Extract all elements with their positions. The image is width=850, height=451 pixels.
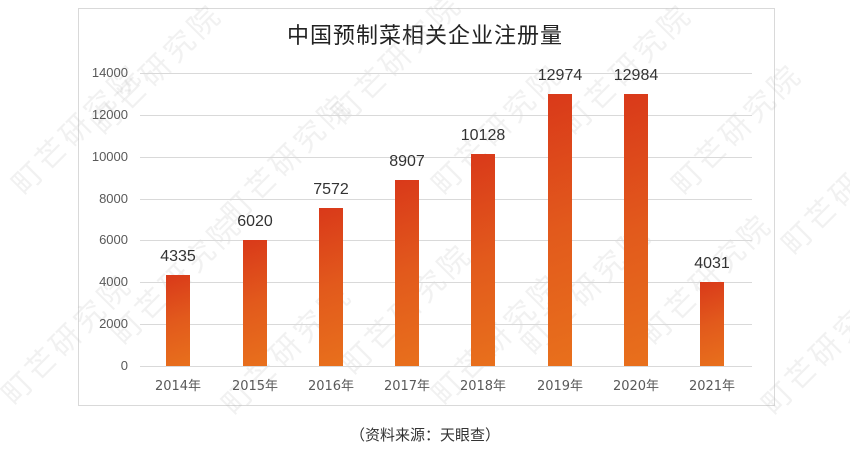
x-tick-label: 2017年 bbox=[383, 379, 431, 394]
data-label: 6020 bbox=[237, 213, 273, 230]
chart-frame bbox=[78, 8, 775, 406]
data-label: 10128 bbox=[460, 127, 506, 145]
x-tick-label: 2014年 bbox=[154, 379, 202, 394]
y-tick-label: 8000 bbox=[99, 190, 128, 206]
bar bbox=[243, 240, 267, 366]
x-tick-label: 2019年 bbox=[536, 379, 584, 394]
bar bbox=[395, 179, 419, 366]
gridline bbox=[140, 282, 752, 284]
data-label: 7572 bbox=[313, 180, 349, 198]
x-tick-label: 2021年 bbox=[688, 379, 736, 394]
x-tick-label: 2015年 bbox=[231, 379, 279, 394]
y-tick-label: 10000 bbox=[91, 148, 128, 164]
bar bbox=[319, 207, 343, 366]
x-tick-label: 2016年 bbox=[307, 379, 355, 394]
bar bbox=[624, 94, 648, 366]
chart-title: 中国预制菜相关企业注册量 bbox=[286, 24, 563, 49]
bar bbox=[471, 154, 495, 366]
gridline bbox=[140, 198, 752, 200]
gridline bbox=[140, 366, 752, 367]
x-tick-label: 2020年 bbox=[612, 379, 660, 394]
gridline bbox=[140, 73, 752, 74]
y-tick-label: 2000 bbox=[99, 316, 128, 332]
gridline bbox=[140, 156, 752, 158]
data-label: 12984 bbox=[613, 67, 659, 85]
bar bbox=[166, 275, 190, 366]
data-label: 12974 bbox=[537, 67, 583, 85]
y-tick-label: 12000 bbox=[91, 106, 128, 122]
data-label: 4335 bbox=[160, 248, 196, 266]
bar bbox=[700, 281, 724, 366]
x-tick-label: 2018年 bbox=[459, 379, 507, 394]
y-tick-label: 4000 bbox=[99, 274, 128, 290]
data-label: 4031 bbox=[694, 254, 730, 272]
y-tick-label: 14000 bbox=[91, 65, 128, 80]
y-tick-label: 0 bbox=[120, 358, 128, 373]
plot-area bbox=[140, 73, 752, 367]
gridline bbox=[140, 114, 752, 116]
watermark-text: 町芒研究院 bbox=[774, 116, 850, 262]
y-tick-label: 6000 bbox=[99, 232, 128, 248]
data-label: 8907 bbox=[389, 152, 425, 170]
gridline bbox=[140, 324, 752, 326]
source-note: （资料来源：天眼查） bbox=[349, 426, 500, 444]
bar bbox=[548, 94, 572, 366]
gridline bbox=[140, 240, 752, 242]
